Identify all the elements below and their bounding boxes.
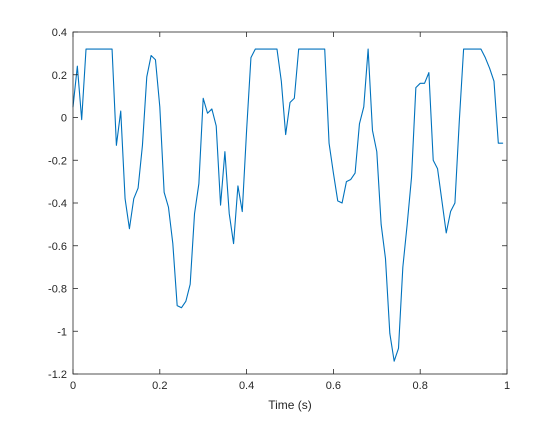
x-tick-label: 1 xyxy=(504,380,510,392)
plot-background xyxy=(73,32,507,374)
y-tick-label: -0.2 xyxy=(48,155,67,167)
y-tick-label: -1 xyxy=(57,326,67,338)
ticks-layer: 0 0.2 0.4 0.6 0.8 1 0.4 0.2 0 -0.2 -0.4 -0.6 -0.8 -1 -… xyxy=(48,27,510,392)
y-tick-label: -0.8 xyxy=(48,284,67,296)
x-axis-label: Time (s) xyxy=(268,398,312,412)
plot-area xyxy=(73,32,507,374)
y-tick-label: -0.6 xyxy=(48,241,67,253)
x-tick-label: 0.2 xyxy=(152,380,167,392)
y-tick-label: 0.4 xyxy=(52,27,67,39)
series-line-1 xyxy=(72,48,504,362)
y-tick-label: 0.2 xyxy=(52,70,67,82)
x-tick-label: 0.8 xyxy=(413,380,428,392)
x-tick-label: 0.4 xyxy=(239,380,254,392)
y-tick-label: -1.2 xyxy=(48,369,67,381)
y-tick-label: 0 xyxy=(61,113,67,125)
x-tick-label: 0 xyxy=(70,380,76,392)
y-tick-label: -0.4 xyxy=(48,198,67,210)
series-layer xyxy=(72,48,504,362)
x-tick-label: 0.6 xyxy=(326,380,341,392)
